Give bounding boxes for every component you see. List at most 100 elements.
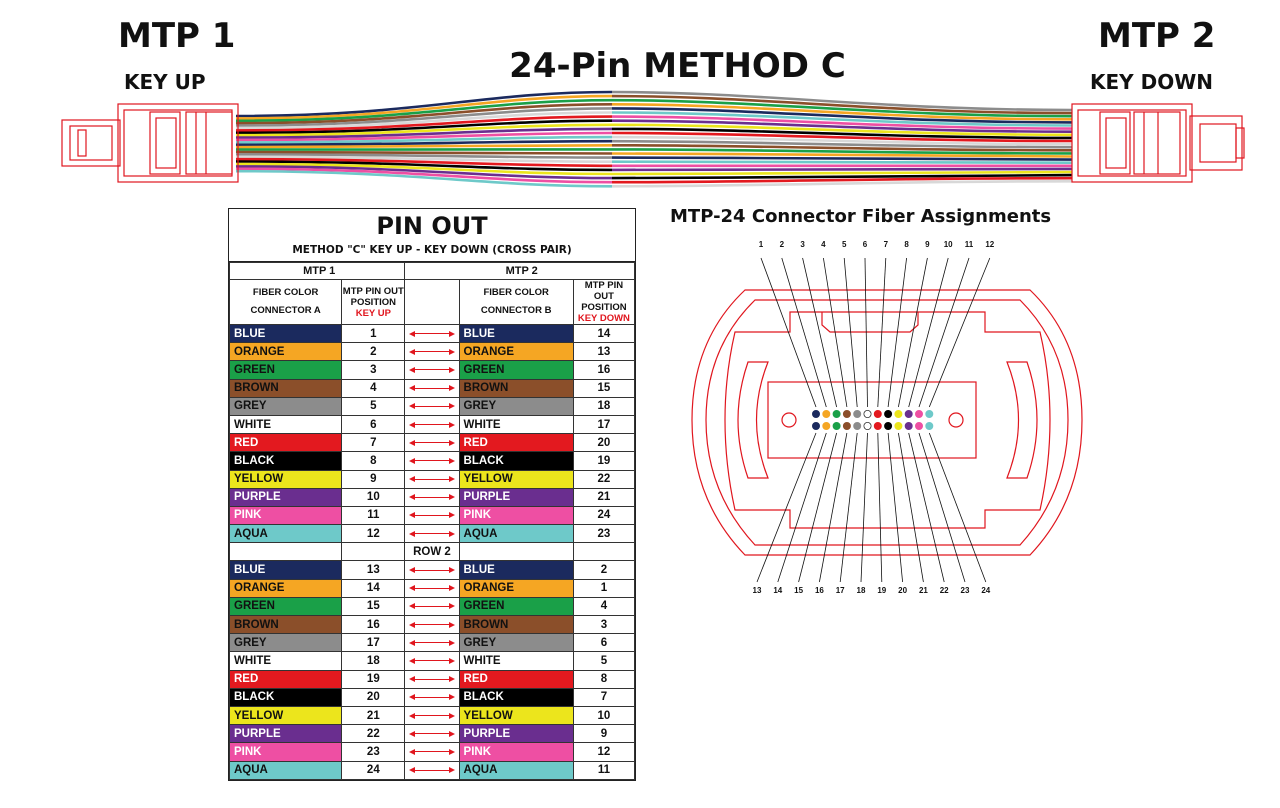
fiber-color-a: WHITE bbox=[228, 651, 343, 671]
fiber-color-a: RED bbox=[228, 433, 343, 453]
fiber-dots bbox=[812, 409, 934, 430]
leader-line bbox=[819, 432, 848, 583]
fiber-strand bbox=[611, 103, 1073, 121]
fiber-strand bbox=[235, 167, 613, 184]
cross-arrow-icon bbox=[404, 505, 460, 526]
pinout-row: RED 19 RED 8 bbox=[228, 669, 636, 689]
top-pin-label: 12 bbox=[985, 240, 994, 249]
fiber-color-a: YELLOW bbox=[228, 705, 343, 726]
fiber-dot bbox=[853, 409, 862, 418]
pin-position-a: 3 bbox=[341, 360, 406, 380]
pin-position-b: 2 bbox=[572, 560, 636, 580]
leader-line bbox=[918, 257, 970, 408]
leader-line bbox=[756, 432, 817, 583]
key-up-label: KEY UP bbox=[124, 70, 206, 94]
pinout-row: PURPLE 10 PURPLE 21 bbox=[228, 487, 636, 507]
pinout-row: GREEN 15 GREEN 4 bbox=[228, 596, 636, 617]
pin-position-a: 23 bbox=[341, 742, 406, 762]
pin-position-b: 22 bbox=[572, 469, 636, 489]
fiber-color-b: PINK bbox=[458, 505, 574, 526]
pinout-row: BLUE 13 BLUE 2 bbox=[228, 560, 636, 580]
fiber-color-a: ORANGE bbox=[228, 578, 343, 598]
bottom-pin-label: 20 bbox=[898, 586, 907, 595]
top-pin-label: 11 bbox=[965, 240, 974, 249]
pinout-row: WHITE 18 WHITE 5 bbox=[228, 651, 636, 671]
fiber-color-a: ORANGE bbox=[228, 342, 343, 362]
fiber-color-a: RED bbox=[228, 669, 343, 689]
key-down-label: KEY DOWN bbox=[1090, 70, 1214, 94]
fiber-strand bbox=[235, 119, 613, 135]
top-pin-label: 5 bbox=[842, 240, 847, 249]
bottom-pin-label: 17 bbox=[836, 586, 845, 595]
fiber-strand bbox=[235, 153, 613, 159]
top-pin-label: 10 bbox=[944, 240, 953, 249]
pinout-row: BLACK 20 BLACK 7 bbox=[228, 687, 636, 707]
pin-position-b: 18 bbox=[572, 396, 636, 416]
fiber-color-a: GREEN bbox=[228, 360, 343, 380]
top-pin-label: 4 bbox=[821, 240, 826, 249]
pin-position-a: 18 bbox=[341, 651, 406, 671]
pinout-row: PINK 23 PINK 12 bbox=[228, 742, 636, 762]
top-pin-label: 9 bbox=[925, 240, 930, 249]
pin-position-b: 11 bbox=[572, 760, 636, 780]
bottom-pin-label: 22 bbox=[940, 586, 949, 595]
fiber-color-a: PINK bbox=[228, 505, 343, 526]
col-arrow-header bbox=[404, 279, 460, 325]
cross-arrow-icon bbox=[404, 469, 460, 489]
leader-line bbox=[887, 432, 903, 583]
fiber-color-b: BLACK bbox=[458, 451, 574, 471]
fiber-strand bbox=[611, 144, 1073, 152]
fiber-dot bbox=[894, 421, 903, 430]
pin-position-b: 10 bbox=[572, 705, 636, 726]
fiber-dot bbox=[863, 421, 872, 430]
bottom-pin-label: 19 bbox=[877, 586, 886, 595]
fiber-dot bbox=[832, 421, 841, 430]
fiber-color-b: ORANGE bbox=[458, 342, 574, 362]
top-pin-label: 1 bbox=[759, 240, 764, 249]
fiber-dot bbox=[925, 421, 934, 430]
bottom-pin-labels: 13 14 15 16 17 18 19 20 21 22 23 24 bbox=[753, 586, 991, 595]
fiber-strand bbox=[611, 111, 1073, 127]
fiber-strand bbox=[235, 169, 613, 188]
fiber-strand bbox=[235, 103, 613, 125]
fiber-strand bbox=[235, 165, 613, 180]
fiber-strand bbox=[611, 131, 1073, 143]
cross-arrow-icon bbox=[404, 524, 460, 544]
pin-position-a: 12 bbox=[341, 524, 406, 544]
cross-arrow-icon bbox=[404, 342, 460, 362]
pin-position-a: 22 bbox=[341, 724, 406, 744]
fiber-color-a: PURPLE bbox=[228, 487, 343, 507]
pin-position-a: 13 bbox=[341, 560, 406, 580]
leader-line bbox=[928, 432, 987, 583]
fiber-dot bbox=[915, 421, 924, 430]
fiber-dot bbox=[863, 409, 872, 418]
cross-arrow-icon bbox=[404, 614, 460, 635]
fiber-assignment-title: MTP-24 Connector Fiber Assignments bbox=[670, 206, 1052, 227]
fiber-strand bbox=[611, 139, 1073, 149]
pin-position-a: 11 bbox=[341, 505, 406, 526]
bottom-pin-label: 15 bbox=[794, 586, 803, 595]
pinout-row: GREY 5 GREY 18 bbox=[228, 396, 636, 416]
leader-line bbox=[887, 257, 907, 408]
bottom-pin-label: 23 bbox=[961, 586, 970, 595]
pin-position-a: 15 bbox=[341, 596, 406, 617]
fiber-dot bbox=[822, 409, 831, 418]
fiber-color-a: BLUE bbox=[228, 560, 343, 580]
pin-position-b: 12 bbox=[572, 742, 636, 762]
fiber-color-b: BROWN bbox=[458, 614, 574, 635]
fiber-strand bbox=[235, 157, 613, 168]
left-connector-icon bbox=[61, 103, 239, 183]
fiber-strand bbox=[611, 176, 1073, 184]
fiber-color-a: WHITE bbox=[228, 414, 343, 435]
separator-cell bbox=[572, 542, 636, 562]
fiber-dot bbox=[884, 421, 893, 430]
fiber-color-b: WHITE bbox=[458, 414, 574, 435]
fiber-dot bbox=[915, 409, 924, 418]
cross-arrow-icon bbox=[404, 487, 460, 507]
diagram-title: 24-Pin METHOD C bbox=[509, 46, 846, 86]
separator-cell bbox=[458, 542, 574, 562]
top-pin-label: 6 bbox=[863, 240, 868, 249]
bottom-pin-label: 16 bbox=[815, 586, 824, 595]
cross-arrow-icon bbox=[404, 760, 460, 780]
pinout-title: PIN OUT bbox=[376, 212, 488, 240]
